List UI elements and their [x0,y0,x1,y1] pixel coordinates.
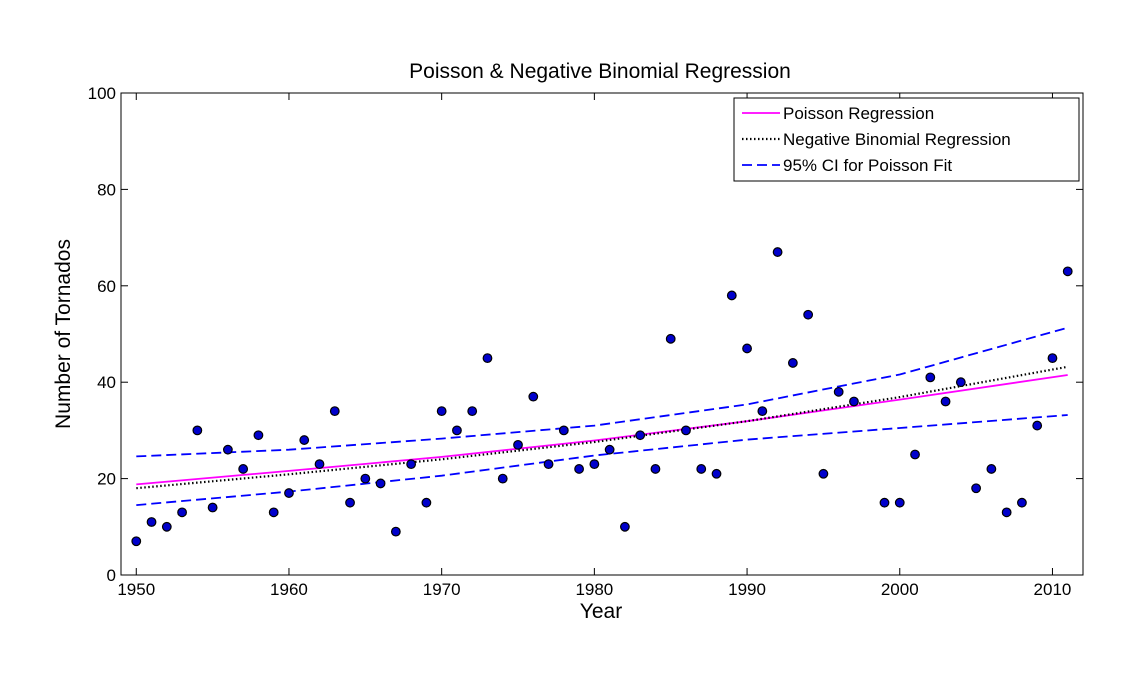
data-point [772,247,783,257]
x-tick-label: 2010 [1034,580,1072,599]
x-tick-label: 1970 [423,580,461,599]
data-point [452,425,462,436]
data-point [238,464,249,474]
data-point [253,430,264,441]
data-point [665,333,676,344]
legend-label: Poisson Regression [783,104,934,123]
data-point [482,353,493,364]
y-tick-label: 0 [107,566,116,585]
data-point [955,377,966,388]
data-point [467,406,478,417]
data-point [192,425,203,436]
data-point [879,497,890,508]
legend-box [733,97,1080,182]
data-point [849,396,859,407]
x-tick-label: 1950 [117,580,155,599]
data-point [726,290,737,301]
data-point [161,521,172,532]
data-point [894,497,905,508]
data-point [146,517,157,527]
data-point [1032,420,1043,431]
x-tick-label: 2000 [881,580,919,599]
data-point [620,521,630,532]
series-line-2 [136,326,1068,458]
data-point [604,444,615,455]
data-point [940,396,951,407]
data-point [787,358,798,368]
legend-label: Negative Binomial Regression [783,130,1011,149]
data-point [635,430,646,441]
data-point [436,406,447,417]
data-point [268,507,279,518]
data-point [299,435,310,445]
x-tick-label: 1990 [728,580,766,599]
data-point [1017,497,1027,508]
data-point [513,439,523,450]
data-point [131,536,142,547]
legend: Poisson Regression Negative Binomial Regr… [733,97,1080,182]
axes-box [120,92,1084,576]
data-point [925,372,936,383]
data-point [818,468,829,479]
data-point [910,449,920,460]
series-line-0 [136,374,1068,486]
data-point [757,406,768,417]
data-point [971,483,982,494]
x-tick-label: 1980 [575,580,613,599]
data-point [375,478,386,489]
data-point [833,386,844,397]
data-point [528,391,539,402]
data-point [589,459,600,470]
data-point [650,464,661,474]
data-point [803,309,814,320]
data-point [222,444,233,455]
data-point [1062,266,1073,277]
y-axis-title: Number of Tornados [52,239,75,429]
data-point [421,497,432,508]
data-point [711,468,722,479]
series-line-1 [136,365,1068,490]
data-point [284,488,294,498]
x-axis-title: Year [580,600,622,623]
data-point [696,464,707,474]
data-point [497,473,508,484]
data-point [360,473,371,484]
data-point [329,406,340,417]
data-point [177,507,187,518]
data-point [345,497,355,508]
data-point [742,343,752,354]
legend-label: 95% CI for Poisson Fit [783,156,952,175]
data-point [390,526,401,537]
data-point [558,425,569,436]
data-point [1001,507,1012,518]
plot-area: 1950 1960 1970 1980 1990 2000 2010 0 20 40 60 80 100 [88,84,1084,599]
y-tick-label: 20 [97,470,116,489]
data-point [681,425,691,436]
x-tick-label: 1960 [270,580,308,599]
chart-title: Poisson & Negative Binomial Regression [409,60,791,83]
data-point [574,464,584,474]
data-point [314,459,325,470]
data-point [207,502,218,513]
data-point [1047,353,1058,364]
data-point [986,464,997,474]
series-line-3 [136,414,1068,506]
data-point [543,459,554,470]
y-tick-label: 80 [97,180,116,199]
y-tick-label: 100 [88,84,116,103]
data-point [406,459,417,470]
y-tick-label: 60 [97,277,116,296]
y-tick-label: 40 [97,373,116,392]
